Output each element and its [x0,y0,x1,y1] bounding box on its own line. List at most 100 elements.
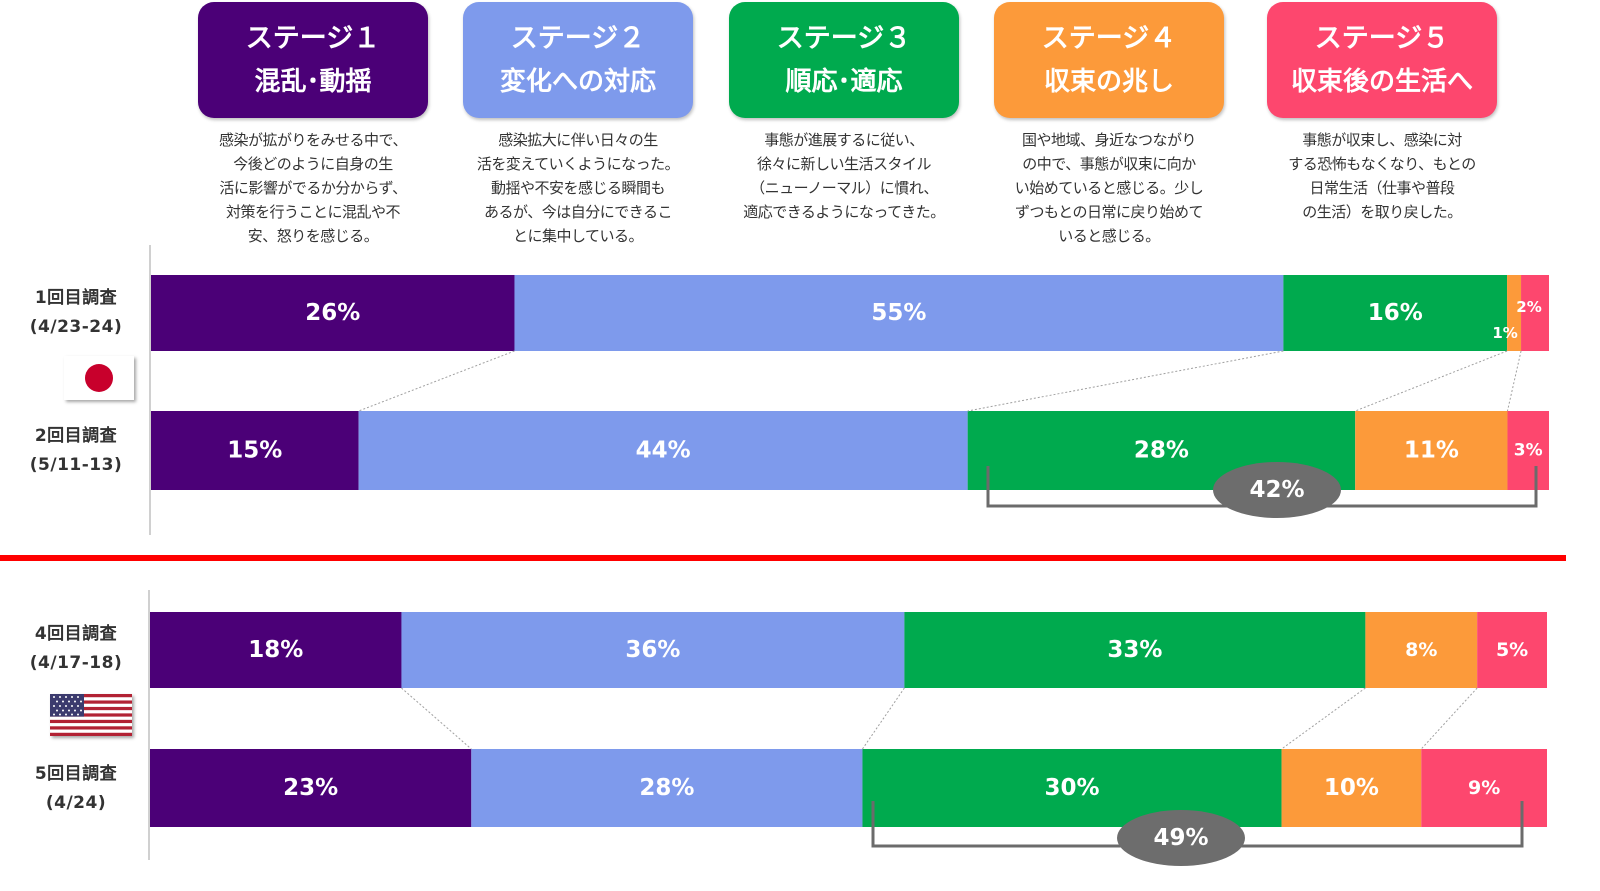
total-oval [1213,462,1341,518]
data-label: 23% [283,775,338,801]
stage-3-box: ステージ３ 順応･適応 [729,2,959,118]
data-label: 28% [639,775,694,801]
row-label: 2回目調査 (5/11-13) [0,422,152,480]
total-oval [1117,810,1245,866]
bar-segment-row2-stage2 [358,411,968,490]
stage-description-line: 安、怒りを感じる。 [247,227,379,245]
stage-5-description: 事態が収束し、感染に対 する恐怖もなくなり、もとの 日常生活（仕事や普段 の生活）を取… [1266,128,1498,224]
stage-description-line: とに集中している。 [512,227,644,245]
bar-segment-row2-stage4 [1355,411,1508,490]
bar-segment-row1-stage2 [514,275,1284,351]
row-label-date: (4/24) [45,793,107,813]
stage-3-title: ステージ３ [776,23,912,54]
data-label: 8% [1405,639,1437,661]
stage-1-title: ステージ１ [245,23,381,54]
stage-1-subtitle: 混乱･動揺 [254,67,372,97]
row-label-date: (4/17-18) [29,653,123,673]
stage-description-line: ずつもとの日常に戻り始めて [1014,203,1204,221]
stage-5-box: ステージ５ 収束後の生活へ [1267,2,1497,118]
data-label: 36% [625,637,680,663]
stage-description-line: 事態が進展するに従い、 [764,131,924,149]
data-label: 1% [1492,324,1517,342]
bar-segment-row2-stage5 [1507,411,1549,490]
connector-line [1420,687,1478,750]
connector-line [862,687,905,750]
connector-line [1355,350,1508,412]
data-label: 3% [1514,441,1543,461]
connector-line [1281,687,1366,750]
stage-3-subtitle: 順応･適応 [785,67,903,97]
row-label-name: 2回目調査 [34,426,118,446]
row-label-name: 1回目調査 [34,288,118,308]
stage-description-line: 今後どのように自身の生 [233,155,393,173]
stage-description-line: の生活）を取り戻した。 [1302,203,1462,221]
stage-1-box: ステージ１ 混乱･動揺 [198,2,428,118]
stage-description-line: 動揺や不安を感じる瞬間も [490,179,666,197]
bar-segment-row3-stage5 [1477,612,1547,688]
data-label: 33% [1107,637,1162,663]
stage-2-subtitle: 変化への対応 [499,67,656,97]
stage-description-line: 感染が拡がりをみせる中で、 [219,131,407,149]
stage-description-line: 国や地域、身近なつながり [1021,131,1197,149]
section-divider [0,555,1566,561]
data-label: 10% [1324,775,1379,801]
row-label: 1回目調査 (4/23-24) [0,284,152,342]
data-label: 5% [1496,639,1528,661]
bar-segment-row4-stage4 [1281,749,1422,827]
data-label: 30% [1044,775,1099,801]
stage-description-line: あるが、今は自分にできるこ [484,203,672,221]
data-label: 26% [305,300,360,326]
stage-description-line: 活に影響がでるか分からず、 [219,179,407,197]
stage-description-line: 徐々に新しい生活スタイル [756,155,932,173]
stage-description-line: 日常生活（仕事や普段 [1309,179,1455,197]
connector-line [358,350,515,412]
row-label-date: (4/23-24) [29,317,123,337]
bar-segment-row3-stage2 [401,612,905,688]
row-label: 5回目調査 (4/24) [0,760,152,818]
bracket-total-label: 49% [1153,825,1208,851]
bar-segment-row4-stage2 [471,749,863,827]
stage-description-line: 適応できるようになってきた。 [743,203,945,221]
bar-segment-row1-stage5 [1521,275,1549,351]
stage-description-line: する恐怖もなくなり、もとの [1288,155,1476,173]
stage-4-description: 国や地域、身近なつながり の中で、事態が収束に向か い始めていると感じる。少し ずつも… [993,128,1225,248]
stage-3-description: 事態が進展するに従い、 徐々に新しい生活スタイル （ニューノーマル）に慣れ、 適応でき… [728,128,960,224]
data-label: 44% [636,438,691,464]
data-label: 2% [1516,298,1541,316]
data-label: 55% [871,300,926,326]
stage-description-line: （ニューノーマル）に慣れ、 [750,179,938,197]
data-label: 28% [1134,438,1189,464]
stage-5-title: ステージ５ [1314,23,1450,54]
row-label-name: 4回目調査 [34,624,118,644]
bar-segment-row1-stage4 [1507,275,1522,351]
bar-segment-row1-stage1 [151,275,515,351]
bar-segment-row3-stage1 [150,612,402,688]
row-label: 4回目調査 (4/17-18) [0,620,152,678]
connector-line [967,350,1284,412]
bar-segment-row4-stage1 [150,749,472,827]
stage-description-line: い始めていると感じる。少し [1014,179,1204,197]
stage-description-line: 感染拡大に伴い日々の生 [498,131,658,149]
stage-description-line: 活を変えていくようになった。 [476,155,680,173]
data-label: 15% [227,438,282,464]
stage-2-description: 感染拡大に伴い日々の生活を変えていくようになった。 動揺や不安を感じる瞬間も あるが… [462,128,694,248]
bar-segment-row2-stage1 [151,411,359,490]
row-label-date: (5/11-13) [29,455,123,475]
stage-5-subtitle: 収束後の生活へ [1290,67,1473,97]
bar-segment-row1-stage3 [1283,275,1508,351]
stage-4-title: ステージ４ [1041,23,1177,54]
stage-2-title: ステージ２ [510,23,646,54]
bar-segment-row3-stage3 [904,612,1366,688]
stage-1-description: 感染が拡がりをみせる中で、 今後どのように自身の生 活に影響がでるか分からず、 対策を… [197,128,429,248]
bar-segment-row4-stage5 [1421,749,1547,827]
data-label: 9% [1468,777,1500,799]
stage-description-line: 事態が収束し、感染に対 [1302,131,1462,149]
data-label: 16% [1368,300,1423,326]
stage-4-subtitle: 収束の兆し [1043,67,1174,97]
connector-line [401,687,472,750]
data-label: 11% [1404,438,1459,464]
bracket-total-label: 42% [1249,477,1304,503]
stage-description-line: の中で、事態が収束に向か [1022,155,1196,173]
stage-2-box: ステージ２ 変化への対応 [463,2,693,118]
